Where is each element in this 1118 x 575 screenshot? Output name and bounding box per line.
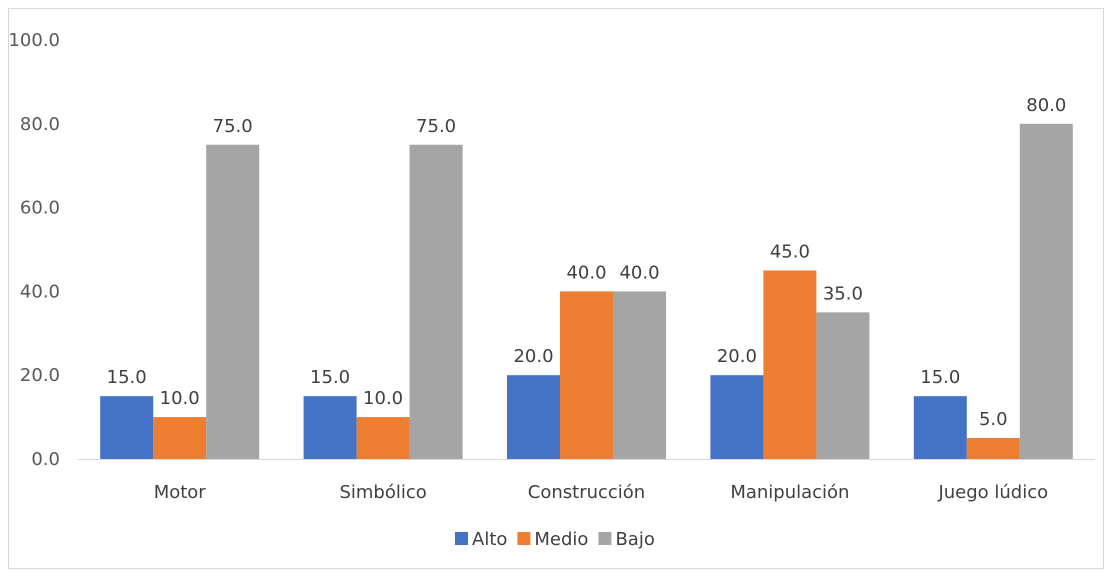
- y-tick-label: 60.0: [20, 198, 60, 219]
- bar-alto: [303, 396, 357, 459]
- data-label: 80.0: [1026, 95, 1066, 116]
- bar-alto: [913, 396, 967, 459]
- y-tick-label: 80.0: [20, 114, 60, 135]
- y-axis: 0.0 20.0 40.0 60.0 80.0 100.0: [8, 30, 60, 470]
- data-label: 75.0: [416, 116, 456, 137]
- x-tick-label: Simbólico: [339, 482, 426, 503]
- x-tick-label: Juego lúdico: [937, 482, 1048, 503]
- x-tick-label: Construcción: [528, 482, 645, 503]
- data-label: 10.0: [363, 388, 403, 409]
- y-tick-label: 0.0: [31, 449, 60, 470]
- data-label: 5.0: [979, 409, 1008, 430]
- bar-bajo: [206, 144, 260, 459]
- bar-bajo: [409, 144, 463, 459]
- bar-medio: [153, 417, 207, 459]
- x-axis: Motor Simbólico Construcción Manipulación Ju…: [154, 482, 1048, 503]
- bar-medio: [966, 438, 1020, 459]
- data-label: 35.0: [823, 283, 863, 304]
- data-label: 15.0: [920, 367, 960, 388]
- data-label: 40.0: [566, 262, 606, 283]
- legend-swatch-alto: [455, 532, 468, 545]
- data-label: 20.0: [513, 346, 553, 367]
- plot-area: 15.0 10.0 75.0 15.0 10.0 75.0 20.0 40.0 40.0 20.0…: [100, 95, 1073, 460]
- data-label: 20.0: [717, 346, 757, 367]
- chart-frame: [8, 8, 1104, 569]
- data-label: 10.0: [160, 388, 200, 409]
- bar-alto: [100, 396, 154, 459]
- legend: Alto Medio Bajo: [455, 529, 655, 550]
- bar-medio: [560, 291, 613, 459]
- legend-swatch-medio: [517, 532, 531, 545]
- bar-alto: [710, 375, 764, 459]
- bar-bajo: [1019, 123, 1073, 460]
- y-tick-label: 40.0: [20, 281, 60, 302]
- bar-medio: [763, 270, 817, 459]
- y-tick-label: 20.0: [20, 365, 60, 386]
- data-label: 75.0: [213, 116, 253, 137]
- legend-label-medio: Medio: [534, 529, 588, 550]
- legend-swatch-bajo: [598, 532, 612, 545]
- y-tick-label: 100.0: [8, 30, 60, 51]
- bar-medio: [356, 417, 410, 459]
- legend-label-bajo: Bajo: [615, 529, 654, 550]
- data-label: 45.0: [770, 241, 810, 262]
- data-label: 40.0: [619, 262, 659, 283]
- data-label: 15.0: [107, 367, 147, 388]
- x-tick-label: Motor: [154, 482, 207, 503]
- legend-label-alto: Alto: [472, 529, 507, 550]
- x-tick-label: Manipulación: [730, 482, 849, 503]
- bar-alto: [507, 375, 560, 459]
- bar-bajo: [816, 312, 870, 459]
- data-label: 15.0: [310, 367, 350, 388]
- bar-bajo: [613, 291, 666, 459]
